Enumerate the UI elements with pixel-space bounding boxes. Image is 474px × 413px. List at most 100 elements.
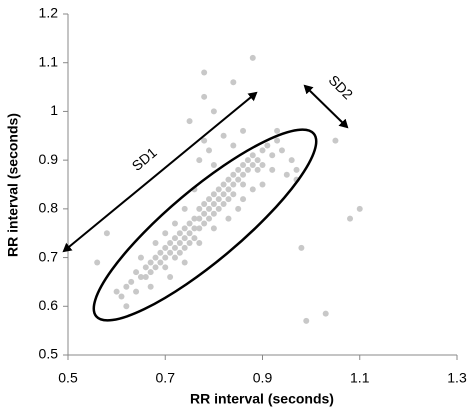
point	[244, 157, 251, 164]
point	[215, 205, 222, 212]
point	[240, 162, 247, 169]
point	[137, 254, 144, 261]
sd1-label: SD1	[129, 144, 160, 174]
point	[235, 176, 242, 183]
point	[94, 259, 101, 266]
point	[225, 196, 232, 203]
point	[278, 147, 285, 154]
point	[210, 108, 217, 115]
point	[147, 269, 154, 276]
point	[157, 259, 164, 266]
point	[167, 274, 174, 281]
point	[176, 239, 183, 246]
point	[254, 166, 261, 173]
point	[230, 181, 237, 188]
point	[244, 166, 251, 173]
point	[240, 196, 247, 203]
point	[196, 225, 203, 232]
point	[152, 264, 159, 271]
point	[201, 220, 208, 227]
point	[191, 235, 198, 242]
point	[162, 264, 169, 271]
point	[293, 166, 300, 173]
plot-area: 0.5 0.6 0.7 0.8 0.9 1 1.1 1.2 0.5 0.7 0.9 1.1 1.3	[39, 5, 467, 386]
point	[152, 254, 159, 261]
point	[181, 259, 188, 266]
point	[201, 93, 208, 100]
point	[201, 200, 208, 207]
point	[196, 205, 203, 212]
point	[162, 244, 169, 251]
x-tick-label: 0.9	[253, 370, 273, 386]
point	[298, 244, 305, 251]
x-axis-title: RR interval (seconds)	[190, 391, 334, 407]
point	[210, 162, 217, 169]
point	[254, 157, 261, 164]
point	[157, 249, 164, 256]
point	[347, 215, 354, 222]
point	[264, 142, 271, 149]
y-tick-label: 1.1	[39, 53, 59, 69]
point	[171, 235, 178, 242]
point	[220, 132, 227, 139]
point	[356, 205, 363, 212]
point	[181, 205, 188, 212]
point	[147, 283, 154, 290]
point	[240, 171, 247, 178]
point	[230, 79, 237, 86]
point	[147, 259, 154, 266]
sd1-arrow	[62, 91, 258, 253]
point	[240, 181, 247, 188]
point	[274, 127, 281, 134]
point	[206, 215, 213, 222]
y-tick-label: 0.7	[39, 248, 59, 264]
point	[249, 162, 256, 169]
point	[113, 288, 120, 295]
x-tick-label: 1.3	[447, 370, 467, 386]
point	[171, 220, 178, 227]
point	[206, 196, 213, 203]
point	[152, 239, 159, 246]
point	[215, 186, 222, 193]
point	[225, 186, 232, 193]
point	[167, 239, 174, 246]
point	[123, 283, 130, 290]
point	[332, 137, 339, 144]
point	[269, 166, 276, 173]
x-tick-label: 0.5	[58, 370, 78, 386]
point	[118, 293, 125, 300]
point	[103, 230, 110, 237]
point	[283, 171, 290, 178]
point	[142, 264, 149, 271]
point	[230, 171, 237, 178]
point	[181, 244, 188, 251]
y-axis-title: RR interval (seconds)	[5, 113, 21, 257]
point	[249, 54, 256, 61]
point	[259, 162, 266, 169]
point	[186, 118, 193, 125]
sd2-arrow	[303, 84, 349, 129]
y-tick-label: 0.9	[39, 151, 59, 167]
point	[186, 239, 193, 246]
point	[181, 225, 188, 232]
point	[225, 215, 232, 222]
point	[259, 181, 266, 188]
point	[201, 69, 208, 76]
point	[215, 196, 222, 203]
point	[210, 191, 217, 198]
point	[249, 152, 256, 159]
point	[196, 157, 203, 164]
point	[137, 274, 144, 281]
sd2-label: SD2	[326, 72, 357, 103]
point	[196, 215, 203, 222]
point	[249, 186, 256, 193]
point	[196, 239, 203, 246]
y-tick-label: 1.2	[39, 5, 59, 21]
point	[162, 254, 169, 261]
point	[128, 278, 135, 285]
point	[133, 288, 140, 295]
point	[210, 225, 217, 232]
point	[235, 205, 242, 212]
point	[303, 317, 310, 324]
